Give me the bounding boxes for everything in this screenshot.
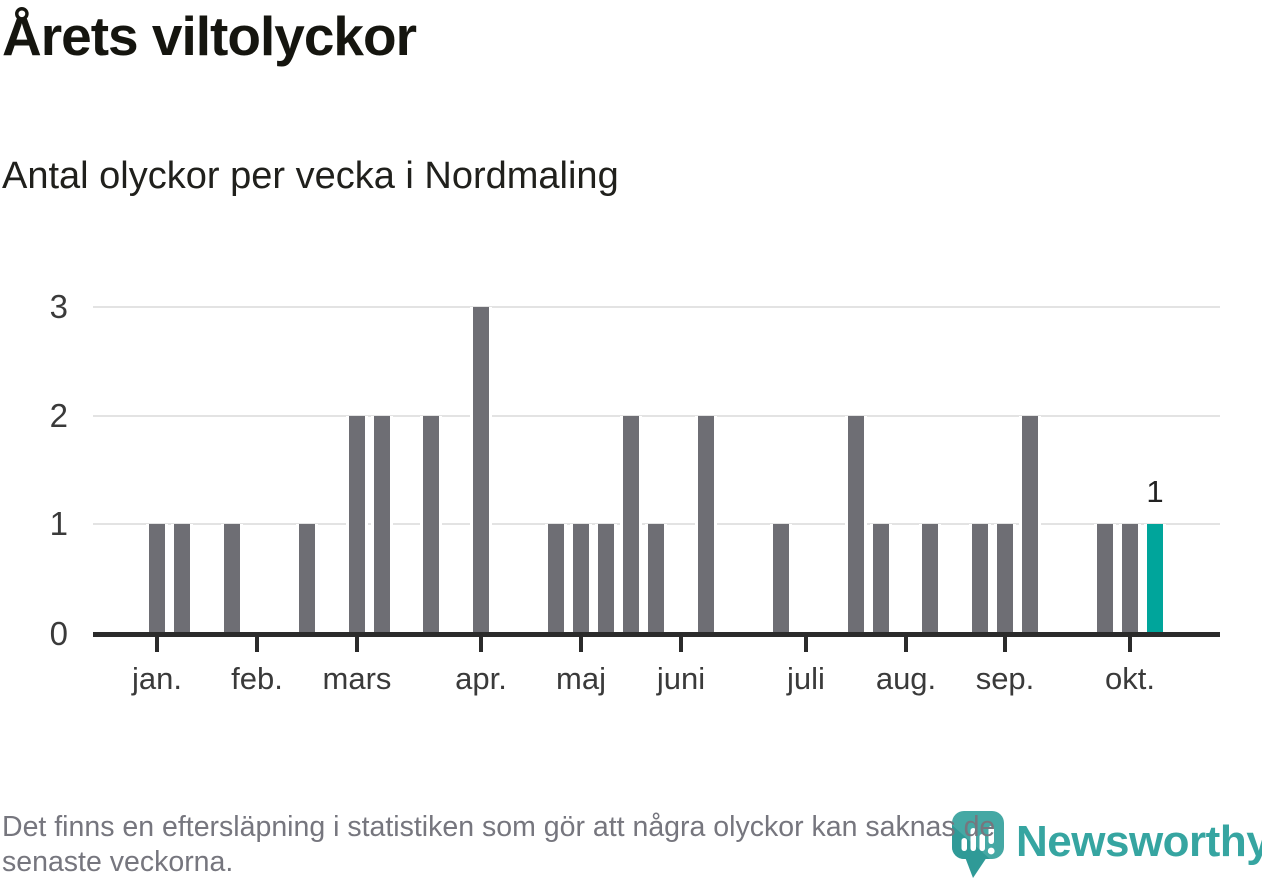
x-axis-month-label: mars — [322, 661, 392, 696]
bar-week-17 — [573, 524, 589, 632]
bar-week-16 — [548, 524, 564, 632]
x-axis-month-label: maj — [556, 661, 606, 696]
y-axis-label: 2 — [49, 397, 68, 434]
bar-week-3 — [224, 524, 240, 632]
x-axis-month-label: juni — [656, 661, 706, 696]
x-axis-tick-juni — [679, 637, 683, 652]
bar-week-18 — [598, 524, 614, 632]
y-axis-label: 0 — [49, 615, 68, 652]
chart-subtitle: Antal olyckor per vecka i Nordmaling — [2, 155, 619, 197]
bar-week-22 — [698, 416, 714, 632]
bar-week-28 — [848, 416, 864, 632]
bar-week-11 — [423, 416, 439, 632]
chart-title: Årets viltolyckor — [2, 5, 417, 67]
x-axis-line — [93, 632, 1220, 637]
footer-note-line-2: senaste veckorna. — [2, 846, 234, 878]
x-axis-month-label: feb. — [231, 661, 283, 696]
bar-week-33 — [972, 524, 988, 632]
x-axis-tick-aug — [904, 637, 908, 652]
x-axis-month-label: sep. — [975, 661, 1035, 696]
x-axis-tick-okt — [1128, 637, 1132, 652]
bar-week-31 — [922, 524, 938, 632]
bar-week-1 — [174, 524, 190, 632]
bar-week-20 — [648, 524, 664, 632]
newsworthy-logo[interactable]: Newsworthy — [952, 811, 1262, 878]
x-axis-tick-maj — [579, 637, 583, 652]
bar-week-35 — [1022, 416, 1038, 632]
bar-week-29 — [873, 524, 889, 632]
bar-week-0 — [149, 524, 165, 632]
x-axis-tick-juli — [804, 637, 808, 652]
bar-week-25 — [773, 524, 789, 632]
bar-week-6 — [299, 524, 315, 632]
x-axis-tick-sep — [1003, 637, 1007, 652]
newsworthy-wordmark: Newsworthy — [1016, 817, 1262, 866]
x-axis-month-label: jan. — [132, 661, 182, 696]
x-axis-tick-jan — [155, 637, 159, 652]
bar-week-13 — [473, 307, 489, 632]
x-axis-month-label: apr. — [455, 661, 507, 696]
x-axis-tick-feb — [255, 637, 259, 652]
y-axis-label: 3 — [49, 288, 68, 325]
newsworthy-chart-bubble-icon — [952, 811, 1004, 878]
gridline-y3 — [93, 306, 1220, 308]
x-axis-month-label: okt. — [1105, 661, 1155, 696]
footer-note-line-1: Det finns en eftersläpning i statistiken… — [2, 811, 996, 843]
gridline-y2 — [93, 415, 1220, 417]
bar-week-39 — [1122, 524, 1138, 632]
bar-week-38 — [1097, 524, 1113, 632]
x-axis-month-label: aug. — [875, 661, 937, 696]
bar-value-label: 1 — [1146, 474, 1164, 509]
bar-highlighted-week-40 — [1147, 524, 1163, 632]
bar-week-19 — [623, 416, 639, 632]
bar-week-34 — [997, 524, 1013, 632]
bar-week-8 — [349, 416, 365, 632]
y-axis-label: 1 — [49, 505, 68, 542]
x-axis-month-label: juli — [787, 661, 825, 696]
x-axis-tick-apr — [479, 637, 483, 652]
bar-week-9 — [374, 416, 390, 632]
footer-note: Det finns en eftersläpning i statistiken… — [2, 810, 995, 879]
x-axis-tick-mars — [355, 637, 359, 652]
